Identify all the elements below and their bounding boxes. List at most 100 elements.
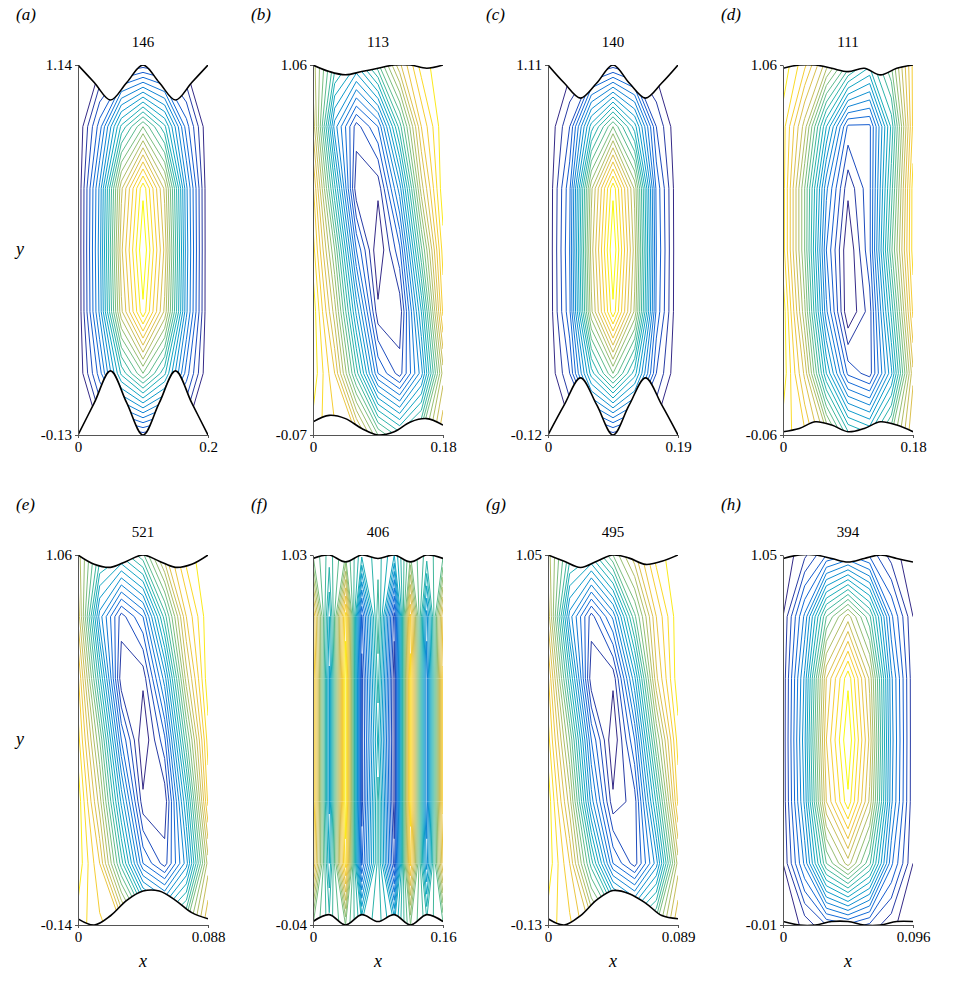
tick-label: 0.096: [897, 929, 931, 945]
tick-label: 0: [545, 929, 553, 945]
contour-line: [118, 141, 168, 359]
plot-area: [783, 65, 913, 435]
panel: -0.071.0600.18113(b): [251, 5, 457, 466]
y-axis: -0.131.05: [511, 547, 549, 933]
tick-mark: [310, 555, 313, 556]
contour-line: [78, 555, 208, 925]
tick-label: 1.06: [46, 547, 73, 563]
axis-line: [78, 556, 79, 926]
contour-line: [103, 97, 184, 403]
contours: [313, 555, 443, 925]
contour-line: [791, 555, 904, 924]
contour-line: [822, 622, 871, 859]
axis-line: [314, 925, 444, 926]
contour-line: [783, 65, 913, 435]
contour-line: [548, 555, 678, 925]
tick-mark: [783, 925, 784, 928]
panel-letter: (b): [251, 5, 271, 24]
plot-area: [313, 65, 443, 435]
x-axis: 00.096: [780, 925, 931, 945]
tick: -0.07: [276, 427, 313, 443]
tick: 0.088: [192, 925, 226, 945]
contour-line: [313, 604, 443, 875]
contour-line: [78, 555, 208, 925]
tick-mark: [75, 555, 78, 556]
contour-line: [313, 65, 443, 435]
x-axis-title: x: [608, 951, 617, 971]
contour-line: [548, 555, 678, 925]
tick: 1.06: [751, 57, 783, 73]
panel-title: 406: [367, 524, 390, 540]
axis-line: [784, 925, 914, 926]
contour-line: [824, 631, 868, 848]
contour-line: [803, 570, 891, 906]
contour-line: [835, 661, 858, 819]
contours: [548, 555, 678, 925]
contour-line: [783, 65, 913, 435]
contour-line: [345, 641, 346, 838]
contour-line: [783, 65, 913, 435]
contour-line: [313, 555, 443, 925]
top-wall: [548, 65, 678, 98]
contour-line: [817, 604, 877, 874]
contour-line: [548, 555, 678, 925]
contour-line: [84, 65, 202, 435]
plot-area: [783, 555, 913, 925]
tick-mark: [75, 925, 78, 926]
contour-line: [815, 599, 879, 879]
contour-line: [313, 555, 443, 925]
tick-label: 1.03: [281, 547, 307, 563]
tick: -0.12: [511, 427, 548, 443]
bottom-wall: [78, 890, 208, 925]
contour-line: [580, 107, 646, 393]
contour-line: [122, 155, 164, 345]
contour-line: [599, 162, 628, 338]
contour-line: [129, 169, 157, 331]
contour-line: [313, 555, 443, 925]
contour-line: [313, 65, 443, 435]
contour-line: [785, 555, 910, 925]
tick-mark: [913, 435, 914, 438]
contour-line: [548, 555, 678, 925]
tick-mark: [548, 925, 549, 928]
bottom-wall: [783, 921, 913, 925]
contour-line: [548, 555, 678, 925]
axis-line: [79, 435, 209, 436]
tick: 0: [780, 435, 788, 455]
panel-letter: (h): [721, 495, 741, 514]
tick-mark: [313, 435, 314, 438]
contour-line: [78, 555, 208, 925]
contour-line: [78, 555, 208, 925]
tick: 0: [310, 925, 318, 945]
tick: 1.11: [516, 57, 548, 73]
tick-mark: [310, 925, 313, 926]
contour-line: [106, 107, 179, 393]
contour-line: [601, 169, 624, 331]
x-axis-title: x: [843, 951, 852, 971]
contour-line: [78, 555, 208, 900]
panel-title: 394: [837, 524, 860, 540]
tick: -0.06: [746, 427, 783, 443]
contour-line: [783, 65, 913, 435]
tick: 1.05: [751, 547, 783, 563]
contour-line: [313, 65, 443, 435]
panel-title: 113: [367, 34, 389, 50]
contour-line: [585, 122, 640, 379]
contour-line: [788, 555, 907, 925]
contour-line: [78, 555, 208, 925]
tick-label: -0.12: [511, 427, 542, 443]
contour-line: [596, 155, 631, 345]
tick-mark: [208, 925, 209, 928]
contour-line: [313, 65, 443, 435]
tick: -0.13: [511, 917, 548, 933]
contour-line: [800, 565, 893, 911]
contour-line: [783, 65, 913, 435]
contour-line: [548, 555, 678, 925]
contour-line: [587, 127, 639, 374]
contour-line: [136, 183, 150, 317]
panel: -0.041.0300.16406(f)x: [251, 495, 457, 971]
y-axis-title: y: [14, 239, 24, 259]
contour-line: [794, 555, 900, 919]
contour-line: [78, 555, 208, 925]
tick-label: -0.01: [746, 917, 777, 933]
